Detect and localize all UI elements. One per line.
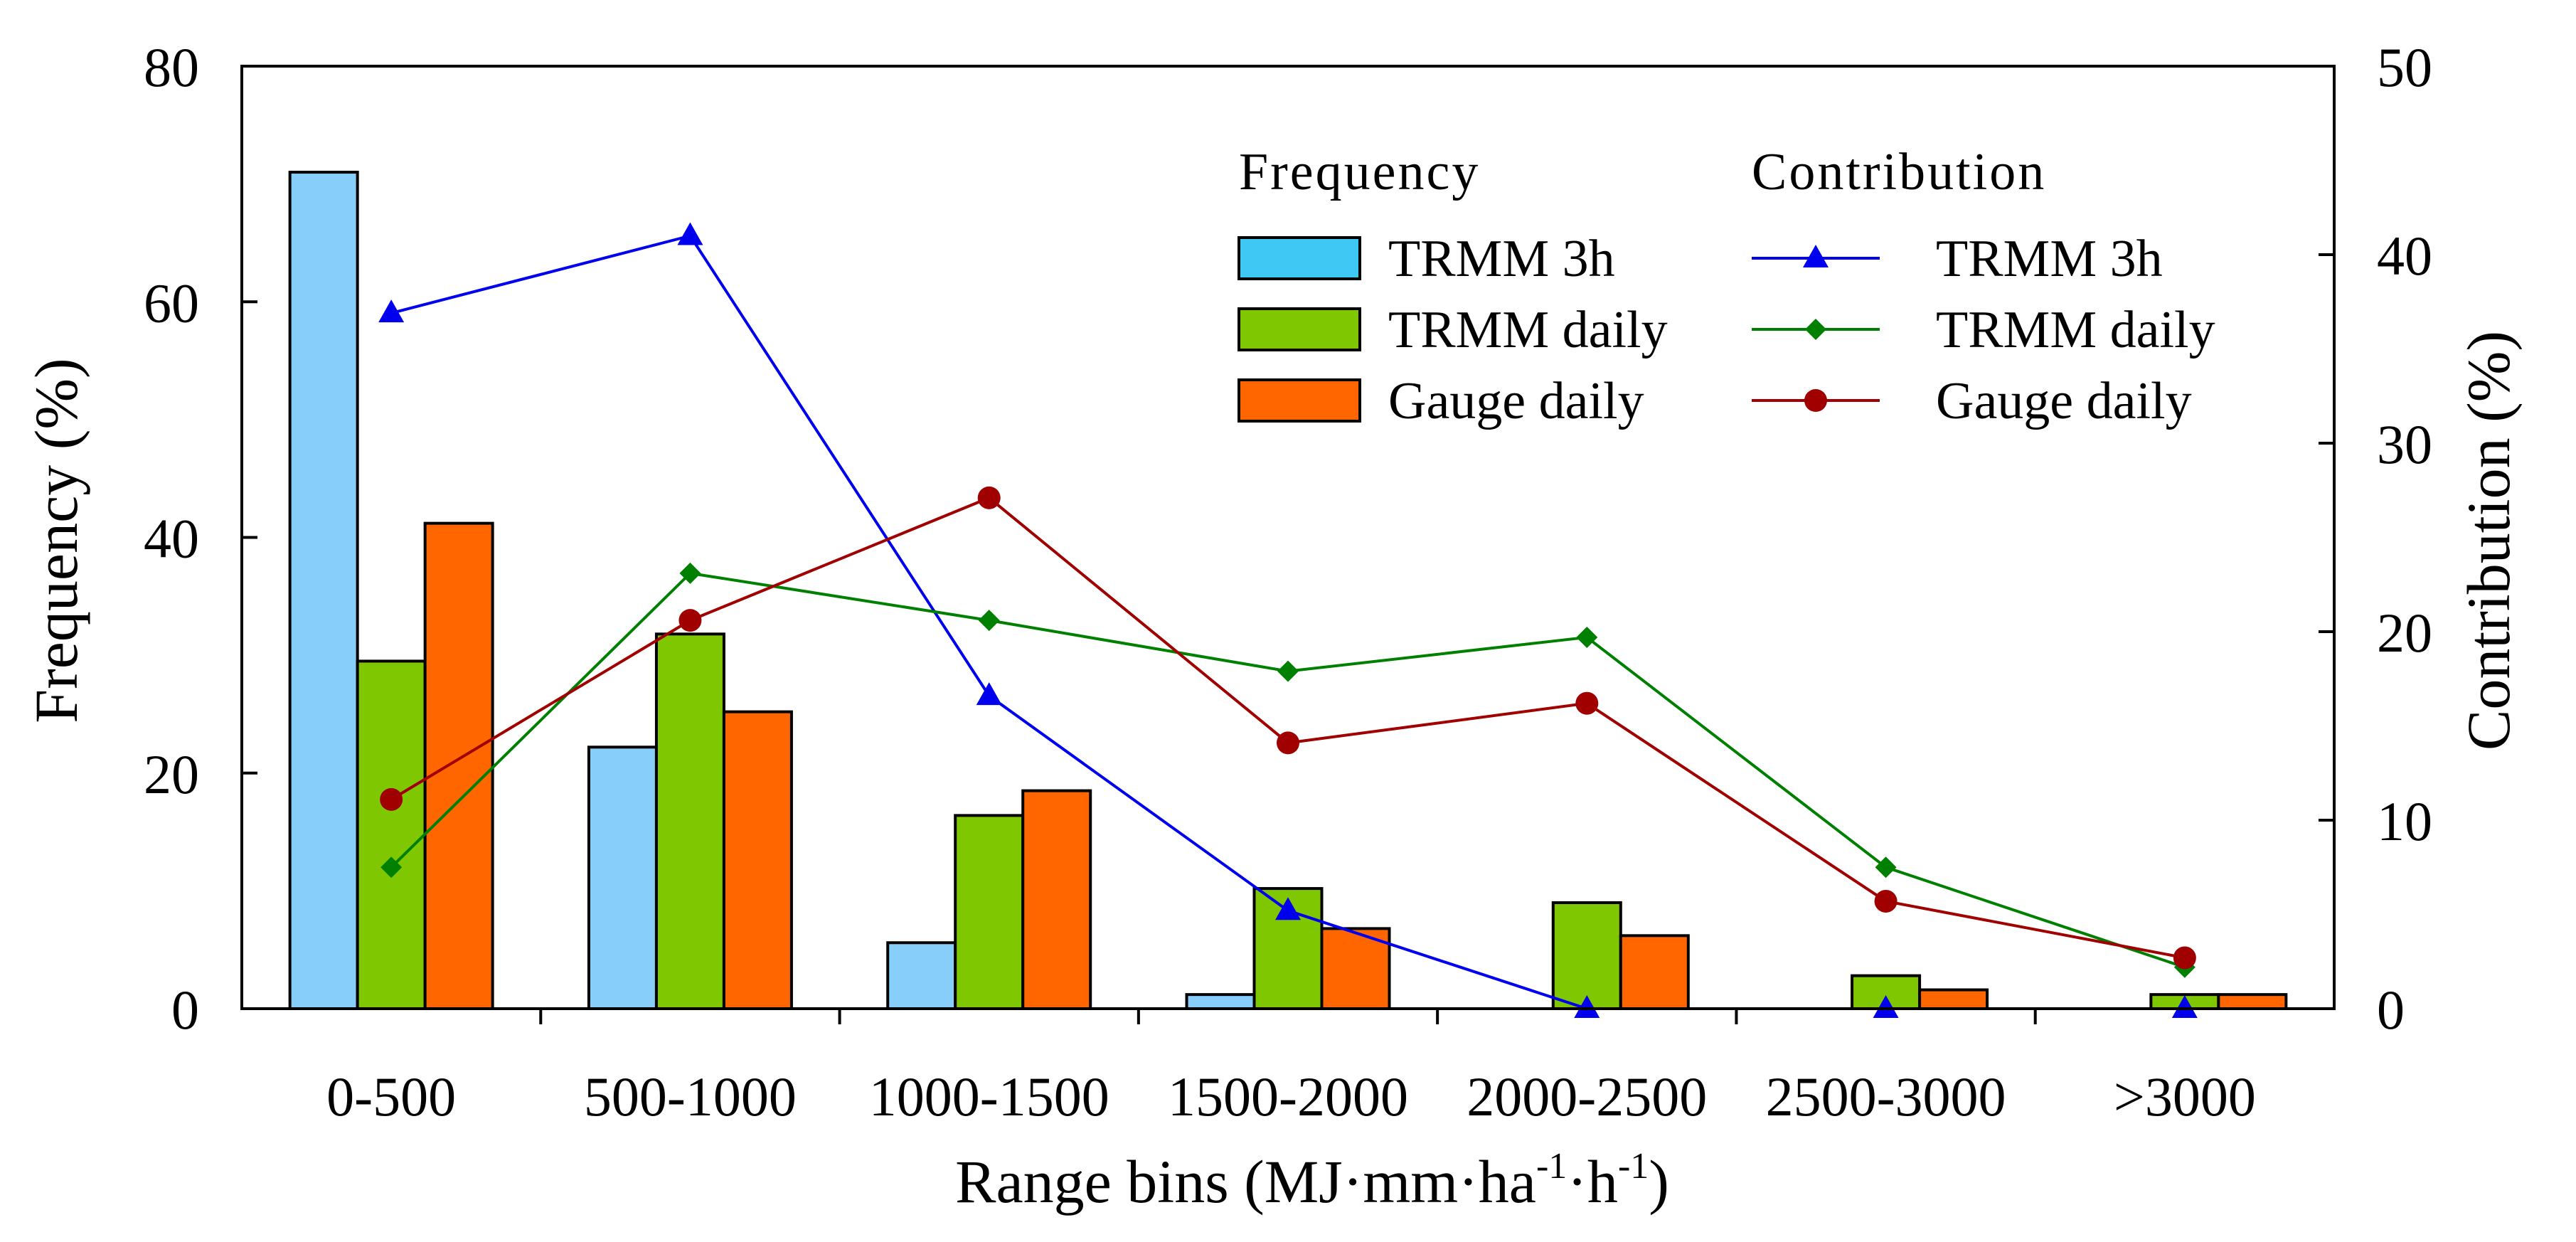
point-trmm-daily-2500-3000 bbox=[1875, 856, 1897, 879]
x-tick-label-2500-3000: 2500-3000 bbox=[1766, 1066, 2006, 1127]
x-tick-label-2000-2500: 2000-2500 bbox=[1467, 1066, 1707, 1127]
legend-label-trmm-3h-bar: TRMM 3h bbox=[1388, 230, 1615, 288]
bar-gauge-daily-1500-2000 bbox=[1320, 927, 1391, 1010]
point-gauge-daily-1000-1500 bbox=[977, 486, 1001, 509]
bar-gauge-daily-2000-2500 bbox=[1619, 934, 1690, 1010]
bar-gauge-daily-500-1000 bbox=[722, 710, 793, 1010]
point-trmm-daily-0-500 bbox=[380, 856, 403, 879]
y-right-tick-label: 50 bbox=[2377, 36, 2432, 98]
point-trmm-3h-0-500 bbox=[378, 299, 405, 323]
y-right-tick-label: 40 bbox=[2377, 225, 2432, 287]
bar-trmm-3h-0-500 bbox=[288, 171, 359, 1010]
bar-trmm-3h-500-1000 bbox=[587, 745, 658, 1010]
point-trmm-daily-1000-1500 bbox=[978, 610, 1000, 632]
bar-trmm-3h-1500-2000 bbox=[1185, 993, 1256, 1010]
x-tick-label-3000: >3000 bbox=[2114, 1066, 2256, 1127]
bar-trmm-daily-500-1000 bbox=[654, 632, 725, 1010]
legend-label-trmm-daily-line: TRMM daily bbox=[1936, 301, 2215, 359]
y-left-tick-label: 40 bbox=[144, 508, 199, 570]
point-gauge-daily-500-1000 bbox=[678, 609, 702, 632]
legend-swatch-trmm-3h-line bbox=[1752, 245, 1880, 267]
x-tick-label-500-1000: 500-1000 bbox=[584, 1066, 797, 1127]
legend-swatch-trmm-daily-line bbox=[1752, 319, 1880, 340]
bar-gauge-daily-2500-3000 bbox=[1918, 988, 1989, 1010]
legend-label-gauge-daily-bar: Gauge daily bbox=[1388, 372, 1644, 430]
legend-swatch-trmm-3h-bar bbox=[1238, 236, 1361, 280]
x-tick-label-1500-2000: 1500-2000 bbox=[1168, 1066, 1408, 1127]
point-gauge-daily-2000-2500 bbox=[1575, 691, 1599, 715]
point-trmm-daily-2000-2500 bbox=[1576, 626, 1598, 648]
legend-swatch-gauge-daily-bar bbox=[1238, 378, 1361, 423]
legend: Frequency Contribution TRMM 3h TRMM dail… bbox=[1238, 143, 2215, 430]
point-trmm-3h-1000-1500 bbox=[976, 682, 1002, 706]
plot-frame bbox=[240, 65, 2336, 1010]
bar-trmm-3h-1000-1500 bbox=[886, 941, 957, 1010]
legend-marker-gauge-daily bbox=[1804, 389, 1827, 412]
legend-frequency-title: Frequency bbox=[1239, 143, 1480, 201]
y-left-tick-label: 20 bbox=[144, 743, 199, 805]
x-tick-label-0-500: 0-500 bbox=[326, 1066, 456, 1127]
point-gauge-daily-2500-3000 bbox=[1874, 889, 1898, 913]
legend-swatch-trmm-daily-bar bbox=[1238, 307, 1361, 351]
legend-contribution-title: Contribution bbox=[1752, 143, 2046, 201]
legend-swatch-gauge-daily-line bbox=[1752, 389, 1880, 412]
y-axis-right-label: Contribution (%) bbox=[2454, 331, 2523, 750]
legend-label-gauge-daily-line: Gauge daily bbox=[1936, 372, 2192, 430]
bar-trmm-daily-1000-1500 bbox=[954, 814, 1025, 1010]
point-trmm-3h-1500-2000 bbox=[1275, 897, 1301, 920]
y-right-tick-label: 0 bbox=[2377, 979, 2405, 1041]
legend-marker-trmm-daily bbox=[1805, 319, 1826, 340]
point-gauge-daily-3000 bbox=[2173, 946, 2196, 970]
legend-marker-trmm-3h bbox=[1803, 245, 1829, 267]
y-left-tick-label: 80 bbox=[144, 36, 199, 98]
bar-gauge-daily-1000-1500 bbox=[1021, 789, 1092, 1010]
x-tick-label-1000-1500: 1000-1500 bbox=[869, 1066, 1109, 1127]
bar-trmm-daily-0-500 bbox=[356, 659, 427, 1010]
y-right-tick-label: 10 bbox=[2377, 790, 2432, 852]
bar-gauge-daily-3000 bbox=[2217, 993, 2288, 1010]
y-right-tick-label: 20 bbox=[2377, 602, 2432, 664]
y-left-tick-label: 60 bbox=[144, 272, 199, 334]
plot-area: 0-500 500-1000 1000-1500 1500-2000 2000-2500… bbox=[144, 36, 2432, 1127]
y-left-tick-label: 0 bbox=[171, 979, 199, 1041]
y-right-tick-label: 30 bbox=[2377, 413, 2432, 475]
y-axis-left-label: Frequency (%) bbox=[22, 358, 90, 723]
point-trmm-3h-2500-3000 bbox=[1873, 995, 1899, 1018]
legend-label-trmm-3h-line: TRMM 3h bbox=[1936, 230, 2163, 288]
point-trmm-3h-3000 bbox=[2171, 995, 2198, 1018]
point-trmm-daily-1500-2000 bbox=[1277, 660, 1299, 682]
point-trmm-3h-2000-2500 bbox=[1574, 995, 1600, 1018]
x-axis-label: Range bins (MJ·mm·ha-1·h-1) bbox=[955, 1146, 1669, 1216]
point-trmm-daily-500-1000 bbox=[679, 562, 701, 584]
bar-gauge-daily-0-500 bbox=[423, 521, 494, 1010]
bar-trmm-daily-2000-2500 bbox=[1551, 901, 1622, 1010]
legend-label-trmm-daily-bar: TRMM daily bbox=[1388, 301, 1668, 359]
point-gauge-daily-0-500 bbox=[380, 787, 403, 811]
point-gauge-daily-1500-2000 bbox=[1277, 731, 1299, 755]
point-trmm-3h-500-1000 bbox=[677, 222, 703, 245]
